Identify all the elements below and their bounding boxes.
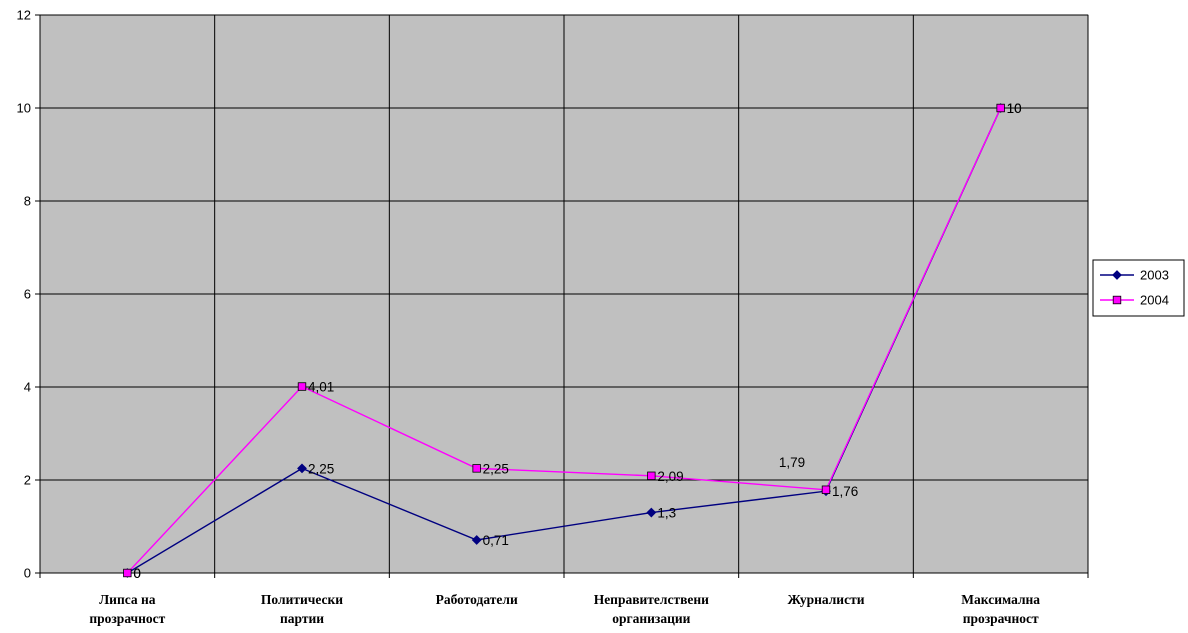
- x-category-label-line: организации: [612, 611, 690, 626]
- x-category-label-line: Журналисти: [788, 592, 865, 607]
- x-category-label-line: Неправителствени: [594, 592, 709, 607]
- legend: 2003 2004: [1092, 259, 1185, 317]
- y-tick-label: 12: [17, 8, 31, 23]
- series-2003-marker: [646, 507, 657, 518]
- x-category-label: Неправителствени организации: [594, 592, 709, 626]
- data-label-2004: 1,79: [779, 455, 805, 470]
- x-category-label-line: партии: [280, 611, 324, 626]
- series-2004-marker: [647, 471, 656, 481]
- x-category-label: Липса на прозрачност: [89, 592, 165, 626]
- x-category-label-line: Работодатели: [436, 592, 518, 607]
- data-label-2004: 0: [133, 566, 141, 581]
- data-label-2004: 10: [1007, 101, 1022, 116]
- data-label-2004: 2,09: [657, 469, 683, 484]
- x-category-label: Максимална прозрачност: [961, 592, 1040, 626]
- data-label-2003: 0: [133, 566, 141, 581]
- x-category-label: Журналисти: [788, 592, 865, 607]
- legend-label-2003: 2003: [1140, 268, 1169, 283]
- series-2004-marker: [472, 464, 481, 473]
- y-tick-label: 8: [24, 194, 31, 209]
- x-category-label-line: прозрачност: [963, 611, 1039, 626]
- legend-label-2004: 2004: [1140, 293, 1169, 308]
- x-category-label-line: Липса на: [99, 592, 156, 607]
- axes: 0 2 4 6 8 10 12 Липса на прозрачност Политически п…: [17, 8, 1089, 626]
- legend-box: [1092, 259, 1185, 317]
- series-2003-marker: [297, 463, 307, 474]
- x-category-label-line: Максимална: [961, 592, 1040, 607]
- data-label-2003: 10: [1007, 101, 1022, 116]
- series-2004-marker: [123, 568, 132, 578]
- y-tick-label: 0: [24, 566, 31, 581]
- series-2004-line: [126, 107, 1002, 574]
- data-label-2003: 0,71: [483, 533, 509, 548]
- data-label-2003: 1,76: [832, 484, 858, 499]
- y-tick-label: 10: [17, 101, 31, 116]
- legend-marker-2004: [1112, 295, 1122, 305]
- series-2004-marker: [297, 382, 307, 391]
- data-label-2004: 2,25: [483, 461, 509, 476]
- legend-marker-2003: [1112, 270, 1122, 280]
- x-category-label: Политически партии: [261, 592, 343, 626]
- data-label-2003: 2,25: [308, 461, 334, 476]
- y-tick-label: 6: [24, 287, 31, 302]
- x-category-label-line: прозрачност: [89, 611, 165, 626]
- y-tick-label: 2: [24, 473, 31, 488]
- series-2004-marker: [996, 103, 1005, 113]
- series-lines: [122, 103, 1006, 578]
- series-2003-marker: [471, 535, 482, 545]
- y-tick-label: 4: [24, 380, 31, 395]
- x-category-label: Работодатели: [436, 592, 518, 607]
- x-category-label-line: Политически: [261, 592, 343, 607]
- data-label-2003: 1,3: [657, 506, 676, 521]
- series-2004-marker: [821, 485, 831, 494]
- data-label-2004: 4,01: [308, 380, 334, 395]
